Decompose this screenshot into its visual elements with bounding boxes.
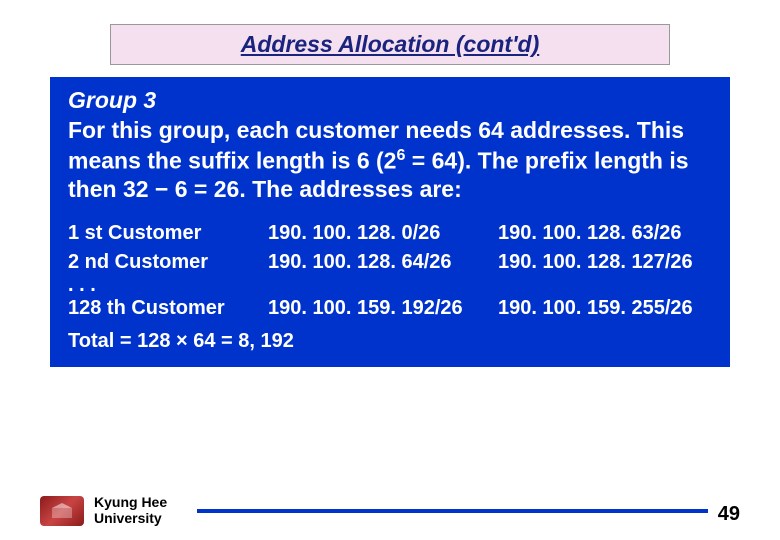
footer: Kyung Hee University 49: [40, 495, 740, 526]
university-line2: University: [94, 511, 167, 526]
footer-divider: [197, 509, 708, 513]
slide: Address Allocation (cont'd) Group 3 For …: [0, 0, 780, 540]
body-text: For this group, each customer needs 64 a…: [68, 116, 712, 204]
university-line1: Kyung Hee: [94, 495, 167, 510]
customer-label: 128 th Customer: [68, 297, 268, 320]
page-number: 49: [718, 503, 740, 526]
title-bar: Address Allocation (cont'd): [110, 24, 670, 65]
ellipsis: . . .: [68, 274, 712, 297]
address-table: 1 st Customer 190. 100. 128. 0/26 190. 1…: [68, 222, 712, 320]
slide-title: Address Allocation (cont'd): [241, 31, 540, 57]
addr-start: 190. 100. 128. 0/26: [268, 222, 498, 245]
addr-start: 190. 100. 128. 64/26: [268, 251, 498, 274]
addr-start: 190. 100. 159. 192/26: [268, 297, 498, 320]
customer-label: 1 st Customer: [68, 222, 268, 245]
addr-end: 190. 100. 128. 63/26: [498, 222, 712, 245]
content-box: Group 3 For this group, each customer ne…: [50, 77, 730, 367]
addr-end: 190. 100. 128. 127/26: [498, 251, 712, 274]
customer-label: 2 nd Customer: [68, 251, 268, 274]
total-line: Total = 128 × 64 = 8, 192: [68, 330, 712, 353]
table-row: 1 st Customer 190. 100. 128. 0/26 190. 1…: [68, 222, 712, 245]
university-name: Kyung Hee University: [94, 495, 167, 526]
table-row: 2 nd Customer 190. 100. 128. 64/26 190. …: [68, 251, 712, 274]
addr-end: 190. 100. 159. 255/26: [498, 297, 712, 320]
university-logo-icon: [40, 496, 84, 526]
group-heading: Group 3: [68, 87, 712, 114]
table-row: 128 th Customer 190. 100. 159. 192/26 19…: [68, 297, 712, 320]
